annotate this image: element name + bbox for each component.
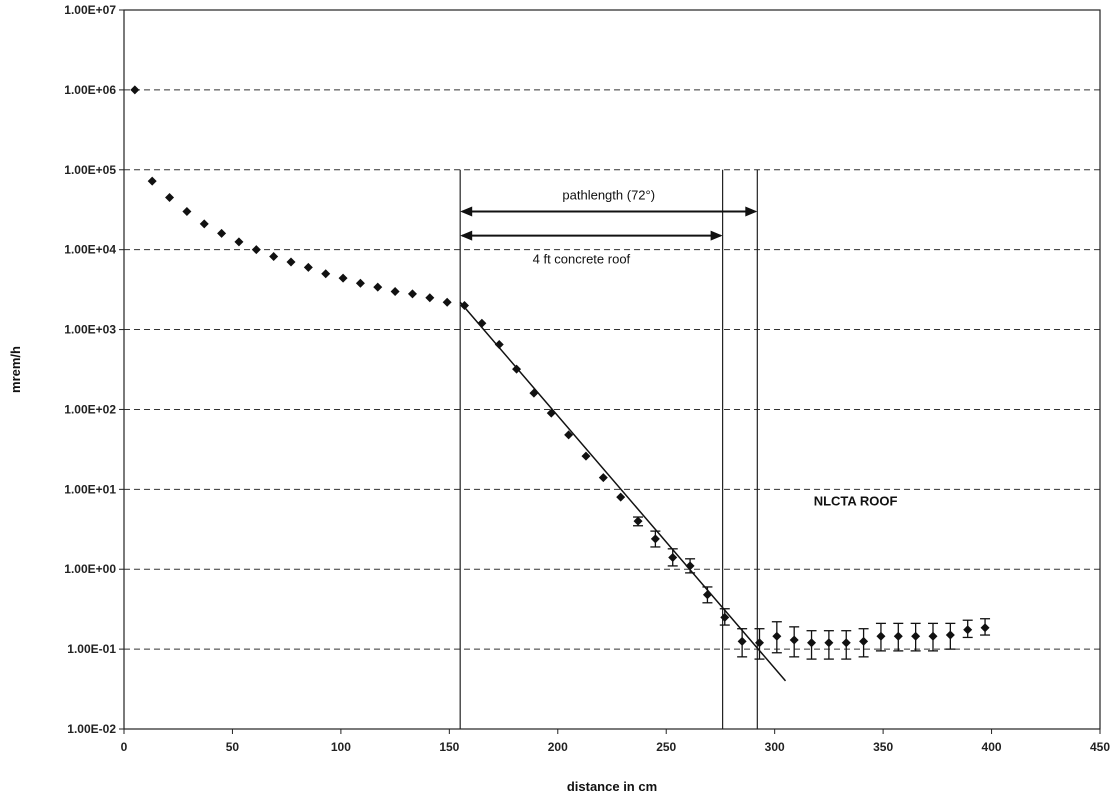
data-point [199,219,209,229]
data-point [807,638,817,648]
x-tick-label: 100 [331,740,351,754]
data-point [147,176,157,186]
y-tick-label: 1.00E+06 [64,83,116,97]
x-tick-label: 400 [982,740,1002,754]
data-point [650,534,660,544]
x-axis-label: distance in cm [567,779,657,794]
concrete-arrow-head-right [710,230,723,241]
y-tick-label: 1.00E+05 [64,163,116,177]
data-point [633,516,643,526]
data-point [789,635,799,645]
data-point [407,289,417,299]
y-axis-label: mrem/h [8,346,23,393]
y-tick-label: 1.00E+00 [64,562,116,576]
data-point [824,638,834,648]
data-point [616,492,626,502]
pathlength-arrow-head-left [460,206,473,217]
y-tick-label: 1.00E+03 [64,323,116,337]
data-point [546,408,556,418]
data-point [182,207,192,217]
data-point [876,631,886,641]
data-point [893,631,903,641]
plot-frame [123,9,1101,730]
data-point [286,257,296,267]
y-tick-label: 1.00E-02 [67,722,116,736]
data-point [945,630,955,640]
x-tick-label: 450 [1090,740,1110,754]
x-tick-labels: 0 50 100 150 200 250 300 350 400 450 [121,740,1111,754]
data-point [720,612,730,622]
x-tick-label: 0 [121,740,128,754]
data-point [928,631,938,641]
data-point [754,638,764,648]
data-point [390,286,400,296]
data-point [668,553,678,563]
data-point [373,282,383,292]
y-tick-label: 1.00E-01 [67,642,116,656]
data-point [598,473,608,483]
roof-label: NLCTA ROOF [814,493,898,508]
data-point [529,388,539,398]
concrete-arrow [460,230,723,241]
data-point [564,430,574,440]
data-point [581,451,591,461]
annotations: pathlength (72°) 4 ft concrete roof NLCT… [460,188,898,508]
data-point [494,340,504,350]
axes [123,9,1101,730]
x-tick-label: 350 [873,740,893,754]
data-point [269,252,279,262]
vertical-markers [459,169,758,729]
data-point [130,85,140,95]
data-point [338,273,348,283]
data-point [477,318,487,328]
grid-lines [119,9,1101,734]
data-point [251,245,261,255]
data-point [685,561,695,571]
data-point [911,631,921,641]
data-point [980,623,990,633]
data-point [442,297,452,307]
pathlength-label: pathlength (72°) [562,188,655,203]
data-point [737,636,747,646]
y-tick-label: 1.00E+02 [64,402,116,416]
concrete-label: 4 ft concrete roof [533,252,631,267]
data-point [234,237,244,247]
data-point [841,638,851,648]
data-point [355,278,365,288]
concrete-arrow-head-left [460,230,473,241]
data-point [702,590,712,600]
y-tick-labels: 1.00E-02 1.00E-01 1.00E+00 1.00E+01 1.00E+02… [64,3,116,736]
y-tick-label: 1.00E+04 [64,243,116,257]
y-tick-label: 1.00E+07 [64,3,116,17]
pathlength-arrow [460,206,758,217]
data-point [321,269,331,279]
data-points [130,85,991,660]
data-point [217,228,227,238]
data-point [772,631,782,641]
data-point [859,636,869,646]
data-point [425,293,435,303]
x-tick-label: 250 [656,740,676,754]
fit-line-segment [459,301,787,682]
x-tick-label: 50 [226,740,240,754]
data-point [512,364,522,374]
data-point [165,192,175,202]
data-point [460,301,470,311]
y-tick-label: 1.00E+01 [64,482,116,496]
x-tick-label: 300 [765,740,785,754]
x-tick-label: 200 [548,740,568,754]
x-tick-label: 150 [439,740,459,754]
pathlength-arrow-head-right [745,206,758,217]
data-point [303,262,313,272]
fit-line [459,301,787,682]
data-point [963,625,973,635]
